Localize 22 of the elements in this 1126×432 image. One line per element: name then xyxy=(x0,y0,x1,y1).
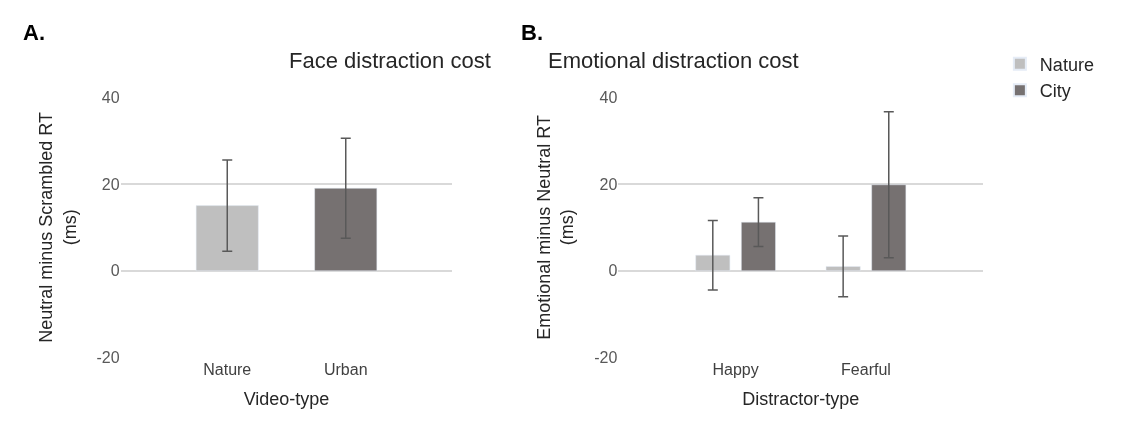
y-axis-title: Neutral minus Scrambled RT (ms) xyxy=(36,111,80,343)
legend-label: City xyxy=(1039,81,1071,102)
y-tick-label: 40 xyxy=(101,88,120,106)
y-tick-label: 0 xyxy=(608,262,618,280)
y-tick-label: 40 xyxy=(599,88,618,106)
y-tick-label: -20 xyxy=(96,349,120,367)
x-tick-label: Fearful xyxy=(841,360,891,378)
legend-label: Nature xyxy=(1039,54,1094,75)
chart-title: Emotional distraction cost xyxy=(548,48,799,73)
x-tick-label: Happy xyxy=(712,360,759,378)
chart-title: Face distraction cost xyxy=(289,48,491,73)
text: B. xyxy=(521,20,543,45)
x-tick-label: Nature xyxy=(203,360,252,378)
y-tick-label: 20 xyxy=(101,175,120,193)
y-tick-label: -20 xyxy=(594,349,618,367)
y-tick-label: 0 xyxy=(110,262,120,280)
x-tick-label: Urban xyxy=(323,360,368,378)
text: A. xyxy=(23,20,45,45)
x-axis-title: Video-type xyxy=(243,388,330,409)
x-axis-title: Distractor-type xyxy=(742,388,860,409)
y-tick-label: 20 xyxy=(599,175,618,193)
y-axis-title: Emotional minus Neutral RT (ms) xyxy=(533,114,578,340)
